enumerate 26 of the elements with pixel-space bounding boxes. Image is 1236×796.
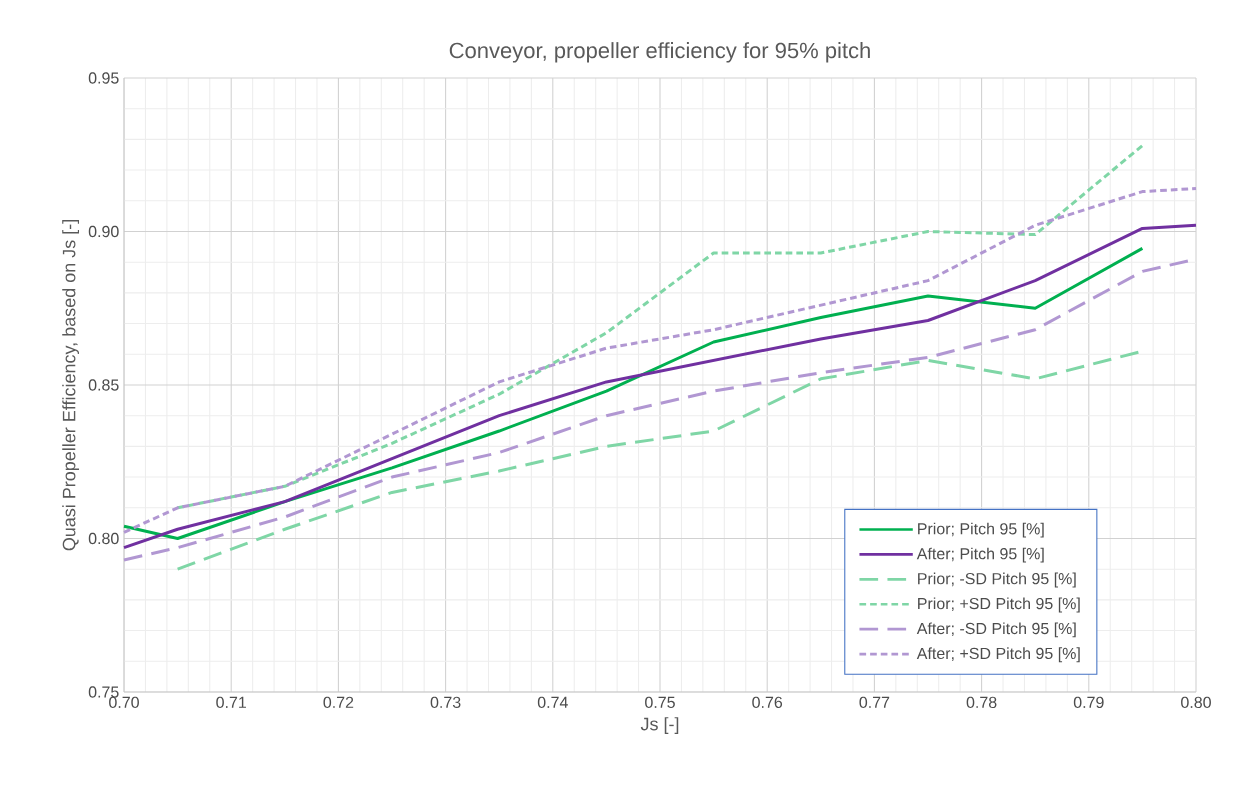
x-tick-label: 0.75 [645, 696, 675, 709]
x-tick-label: 0.79 [1073, 696, 1104, 709]
y-tick-label: 0.75 [88, 686, 119, 698]
x-tick-label: 0.70 [109, 696, 139, 709]
x-axis-title: Js [-] [640, 717, 679, 734]
y-tick-label: 0.80 [88, 532, 119, 545]
line-series [176, 144, 1144, 510]
y-axis-title: Quasi Propeller Efficiency, based on Js [-] [62, 220, 80, 551]
y-tick-label: 0.95 [88, 72, 119, 84]
chart-title: Conveyor, propeller efficiency for 95% pitch [449, 42, 870, 63]
legend-label: After; Pitch 95 [%] [916, 547, 1044, 563]
y-tick-label: 0.90 [88, 225, 119, 238]
x-tick-label: 0.72 [323, 696, 354, 709]
legend-label: Prior; Pitch 95 [%] [918, 522, 1044, 538]
x-tick-label: 0.80 [1181, 696, 1211, 709]
legend-label: After; -SD Pitch 95 [%] [916, 622, 1076, 638]
legend-label: Prior; -SD Pitch 95 [%] [918, 572, 1076, 588]
x-tick-label: 0.77 [859, 696, 890, 709]
legend-label: Prior; +SD Pitch 95 [%] [918, 597, 1080, 613]
x-tick-label: 0.71 [216, 696, 246, 709]
x-tick-label: 0.74 [537, 696, 568, 709]
x-tick-label: 0.76 [752, 696, 783, 709]
y-tick-label: 0.85 [88, 379, 119, 391]
x-tick-label: 0.78 [966, 696, 997, 709]
legend-label: After; +SD Pitch 95 [%] [916, 647, 1080, 663]
x-tick-label: 0.73 [430, 696, 461, 709]
